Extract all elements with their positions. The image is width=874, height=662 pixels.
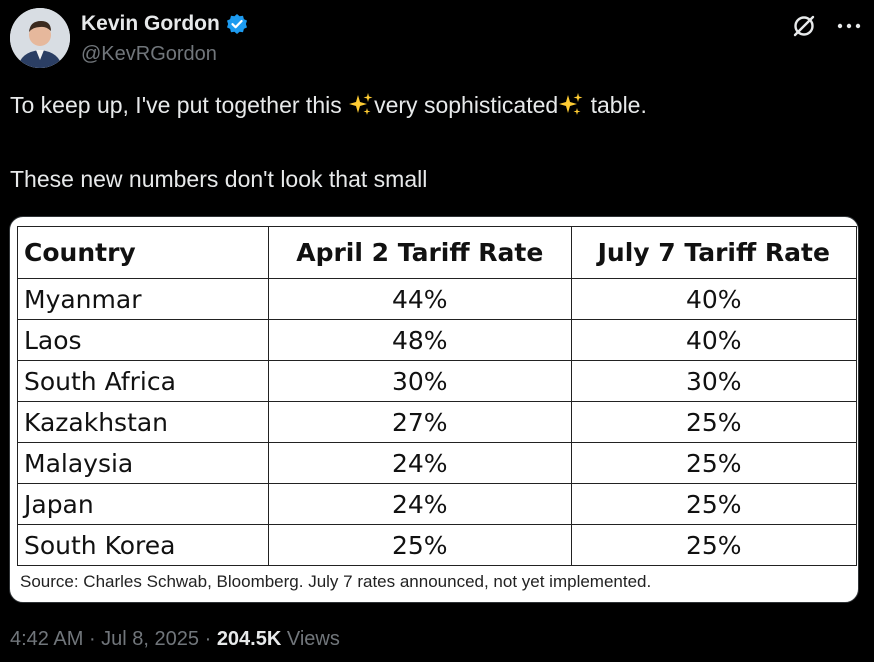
more-icon[interactable] [834,12,864,40]
april-rate-cell: 24% [268,483,572,525]
table-row: Kazakhstan 27% 25% [17,401,858,443]
grok-icon[interactable] [790,12,818,40]
table-row: South Korea 25% 25% [17,524,858,566]
april-rate-cell: 30% [268,360,572,402]
verified-badge-icon [226,13,248,35]
tweet-text-segment: To keep up, I've put together this [10,92,349,118]
sparkles-icon [558,92,584,118]
separator: · [83,628,102,650]
author-name[interactable]: Kevin Gordon [81,12,220,35]
column-header: July 7 Tariff Rate [570,226,858,279]
tweet-date[interactable]: Jul 8, 2025 [101,628,200,650]
sparkles-icon [348,92,374,118]
column-header: Country [17,226,269,279]
tweet-text-line-1: To keep up, I've put together this very … [10,92,647,119]
tweet-header: Kevin Gordon @KevRGordon [10,8,864,72]
table-row: Japan 24% 25% [17,483,858,525]
april-rate-cell: 27% [268,401,572,443]
april-rate-cell: 44% [268,278,572,320]
july-rate-cell: 40% [570,278,858,320]
views-count: 204.5K [216,628,282,650]
country-cell: Myanmar [17,278,269,320]
tariff-table: Country April 2 Tariff Rate July 7 Tarif… [17,226,858,566]
tweet-text-segment: very sophisticated [374,92,559,118]
tweet-image[interactable]: Country April 2 Tariff Rate July 7 Tarif… [9,216,859,603]
tweet-text-line-2: These new numbers don't look that small [10,166,428,192]
july-rate-cell: 30% [570,360,858,402]
tweet-time[interactable]: 4:42 AM [10,628,84,650]
april-rate-cell: 48% [268,319,572,361]
separator: · [199,628,217,650]
country-cell: South Korea [17,524,269,566]
views-label: Views [281,628,340,650]
table-source-note: Source: Charles Schwab, Bloomberg. July … [20,572,652,591]
tweet-text-segment: table. [584,92,647,118]
country-cell: Malaysia [17,442,269,484]
april-rate-cell: 25% [268,524,572,566]
april-rate-cell: 24% [268,442,572,484]
country-cell: Laos [17,319,269,361]
table-row: South Africa 30% 30% [17,360,858,402]
column-header: April 2 Tariff Rate [268,226,572,279]
july-rate-cell: 25% [570,524,858,566]
july-rate-cell: 25% [570,401,858,443]
avatar[interactable] [10,8,70,68]
author-handle[interactable]: @KevRGordon [81,43,217,65]
table-row: Malaysia 24% 25% [17,442,858,484]
table-row: Laos 48% 40% [17,319,858,361]
country-cell: Japan [17,483,269,525]
country-cell: Kazakhstan [17,401,269,443]
country-cell: South Africa [17,360,269,402]
tweet-metadata: 4:42 AM · Jul 8, 2025 · 204.5K Views [10,628,340,651]
july-rate-cell: 40% [570,319,858,361]
table-header-row: Country April 2 Tariff Rate July 7 Tarif… [17,226,858,279]
july-rate-cell: 25% [570,483,858,525]
table-row: Myanmar 44% 40% [17,278,858,320]
july-rate-cell: 25% [570,442,858,484]
